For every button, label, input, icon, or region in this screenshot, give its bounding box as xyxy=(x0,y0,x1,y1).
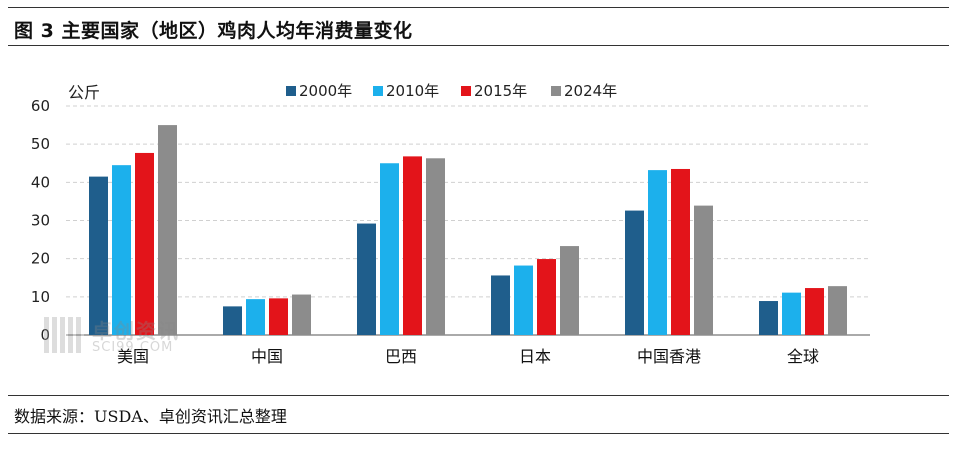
x-category-label: 中国 xyxy=(251,347,283,366)
bottom-rule xyxy=(8,433,949,434)
source-note: 数据来源：USDA、卓创资讯汇总整理 xyxy=(14,407,287,426)
bar xyxy=(380,163,399,335)
top-rule xyxy=(8,7,949,8)
bar xyxy=(514,265,533,335)
bar xyxy=(269,298,288,335)
y-tick-label: 20 xyxy=(31,250,50,268)
y-tick-label: 30 xyxy=(31,212,50,230)
bar xyxy=(782,292,801,335)
bar xyxy=(648,170,667,335)
legend-label: 2010年 xyxy=(386,82,439,100)
y-tick-label: 60 xyxy=(31,97,50,115)
x-category-label: 中国香港 xyxy=(637,347,701,366)
x-category-label: 巴西 xyxy=(385,347,417,366)
bar xyxy=(805,288,824,335)
bar xyxy=(625,210,644,335)
bar xyxy=(112,165,131,335)
bar xyxy=(828,286,847,335)
legend-label: 2000年 xyxy=(299,82,352,100)
bar xyxy=(246,299,265,335)
source-rule xyxy=(8,395,949,396)
bar xyxy=(403,156,422,335)
bar xyxy=(537,259,556,335)
bar xyxy=(671,168,690,335)
legend-swatch xyxy=(373,86,383,96)
bar xyxy=(89,176,108,335)
bar xyxy=(694,205,713,335)
bar xyxy=(560,246,579,335)
bar xyxy=(426,158,445,335)
bar xyxy=(491,275,510,335)
x-category-label: 日本 xyxy=(519,347,551,366)
y-tick-label: 40 xyxy=(31,173,50,191)
legend-swatch xyxy=(461,86,471,96)
bar xyxy=(292,294,311,335)
title-rule xyxy=(8,45,949,46)
legend-label: 2015年 xyxy=(474,82,527,100)
bar xyxy=(223,306,242,335)
bar xyxy=(135,152,154,335)
legend-label: 2024年 xyxy=(564,82,617,100)
legend-swatch xyxy=(286,86,296,96)
figure-title: 图 3 主要国家（地区）鸡肉人均年消费量变化 xyxy=(14,20,413,42)
x-category-label: 美国 xyxy=(117,347,149,366)
bar xyxy=(158,125,177,335)
legend-swatch xyxy=(551,86,561,96)
y-tick-label: 50 xyxy=(31,135,50,153)
y-axis-unit-label: 公斤 xyxy=(68,83,100,102)
bar xyxy=(357,223,376,335)
y-tick-label: 10 xyxy=(31,288,50,306)
y-tick-label: 0 xyxy=(40,326,50,344)
x-category-label: 全球 xyxy=(787,347,819,366)
bar xyxy=(759,301,778,335)
